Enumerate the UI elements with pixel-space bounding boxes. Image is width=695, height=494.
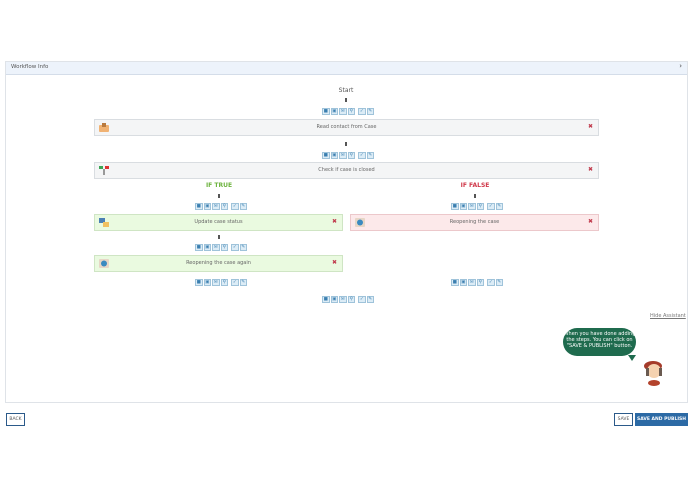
add-condition-icon[interactable]: ▣	[459, 203, 467, 210]
step-toolbar: ■ ▣ ✉ ⚲ ✓ ✎	[195, 244, 247, 251]
save-button[interactable]: SAVE	[614, 413, 633, 426]
add-step-icon[interactable]: ■	[322, 108, 330, 115]
check-icon[interactable]: ✓	[487, 279, 495, 286]
search-icon[interactable]: ⚲	[476, 279, 484, 286]
close-icon[interactable]: ✖	[587, 166, 593, 173]
panel-header[interactable]: Workflow Info ›	[6, 62, 687, 75]
connector-arrow	[345, 142, 347, 146]
step-toolbar: ■ ▣ ✉ ⚲ ✓ ✎	[322, 108, 374, 115]
start-label: Start	[338, 87, 354, 94]
mail-icon[interactable]: ✉	[468, 279, 476, 286]
connector-arrow	[474, 194, 476, 198]
add-condition-icon[interactable]: ▣	[203, 244, 211, 251]
search-icon[interactable]: ⚲	[220, 203, 228, 210]
add-step-icon[interactable]: ■	[195, 279, 203, 286]
step-toolbar: ■ ▣ ✉ ⚲ ✓ ✎	[195, 279, 247, 286]
mail-icon[interactable]: ✉	[212, 244, 220, 251]
condition-flags-icon	[99, 166, 109, 175]
add-step-icon[interactable]: ■	[322, 152, 330, 159]
check-icon[interactable]: ✓	[231, 203, 239, 210]
close-icon[interactable]: ✖	[331, 259, 337, 266]
add-step-icon[interactable]: ■	[195, 203, 203, 210]
reopen-icon	[355, 218, 365, 227]
workflow-step[interactable]: Check if case is closed ✖	[94, 162, 599, 179]
step-label: Read contact from Case	[316, 124, 377, 130]
step-toolbar: ■ ▣ ✉ ⚲ ✓ ✎	[322, 296, 374, 303]
edit-icon[interactable]: ✎	[239, 279, 247, 286]
assistant-avatar-icon	[644, 361, 662, 386]
close-icon[interactable]: ✖	[331, 218, 337, 225]
step-label: Update case status	[194, 219, 243, 225]
add-condition-icon[interactable]: ▣	[330, 296, 338, 303]
step-toolbar: ■ ▣ ✉ ⚲ ✓ ✎	[451, 279, 503, 286]
add-condition-icon[interactable]: ▣	[330, 152, 338, 159]
update-records-icon	[99, 218, 109, 227]
mail-icon[interactable]: ✉	[339, 296, 347, 303]
mail-icon[interactable]: ✉	[468, 203, 476, 210]
mail-icon[interactable]: ✉	[212, 279, 220, 286]
add-step-icon[interactable]: ■	[195, 244, 203, 251]
connector-arrow	[218, 194, 220, 198]
close-icon[interactable]: ✖	[587, 218, 593, 225]
panel-title: Workflow Info	[11, 64, 49, 70]
check-icon[interactable]: ✓	[358, 152, 366, 159]
reopen-icon	[99, 259, 109, 268]
check-icon[interactable]: ✓	[358, 296, 366, 303]
workflow-step-true[interactable]: Update case status ✖	[94, 214, 343, 231]
search-icon[interactable]: ⚲	[476, 203, 484, 210]
search-icon[interactable]: ⚲	[220, 244, 228, 251]
edit-icon[interactable]: ✎	[366, 296, 374, 303]
assistant-bubble: When you have done adding the steps. You…	[563, 328, 636, 356]
edit-icon[interactable]: ✎	[239, 203, 247, 210]
add-condition-icon[interactable]: ▣	[330, 108, 338, 115]
edit-icon[interactable]: ✎	[495, 279, 503, 286]
save-and-publish-button[interactable]: SAVE AND PUBLISH	[635, 413, 688, 426]
if-true-label: IF TRUE	[205, 182, 233, 189]
search-icon[interactable]: ⚲	[347, 152, 355, 159]
search-icon[interactable]: ⚲	[220, 279, 228, 286]
mail-icon[interactable]: ✉	[212, 203, 220, 210]
workflow-step-true[interactable]: Reopening the case again ✖	[94, 255, 343, 272]
check-icon[interactable]: ✓	[358, 108, 366, 115]
connector-arrow	[345, 98, 347, 102]
step-label: Check if case is closed	[318, 167, 375, 173]
edit-icon[interactable]: ✎	[495, 203, 503, 210]
edit-icon[interactable]: ✎	[366, 108, 374, 115]
search-icon[interactable]: ⚲	[347, 108, 355, 115]
back-button[interactable]: BACK	[6, 413, 25, 426]
edit-icon[interactable]: ✎	[239, 244, 247, 251]
bubble-tail	[628, 355, 636, 361]
search-icon[interactable]: ⚲	[347, 296, 355, 303]
edit-icon[interactable]: ✎	[366, 152, 374, 159]
add-step-icon[interactable]: ■	[451, 203, 459, 210]
add-condition-icon[interactable]: ▣	[203, 279, 211, 286]
step-label: Reopening the case again	[186, 260, 251, 266]
mail-icon[interactable]: ✉	[339, 108, 347, 115]
step-toolbar: ■ ▣ ✉ ⚲ ✓ ✎	[322, 152, 374, 159]
mail-icon[interactable]: ✉	[339, 152, 347, 159]
check-icon[interactable]: ✓	[487, 203, 495, 210]
connector-arrow	[218, 235, 220, 239]
add-step-icon[interactable]: ■	[322, 296, 330, 303]
step-toolbar: ■ ▣ ✉ ⚲ ✓ ✎	[195, 203, 247, 210]
workflow-step-false[interactable]: Reopening the case ✖	[350, 214, 599, 231]
chevron-right-icon[interactable]: ›	[679, 62, 682, 70]
check-icon[interactable]: ✓	[231, 279, 239, 286]
add-step-icon[interactable]: ■	[451, 279, 459, 286]
workflow-step[interactable]: Read contact from Case ✖	[94, 119, 599, 136]
add-condition-icon[interactable]: ▣	[203, 203, 211, 210]
workflow-info-panel: Workflow Info ›	[5, 61, 688, 403]
hide-assistant-link[interactable]: Hide Assistant	[650, 313, 686, 319]
step-label: Reopening the case	[449, 219, 500, 225]
step-toolbar: ■ ▣ ✉ ⚲ ✓ ✎	[451, 203, 503, 210]
if-false-label: IF FALSE	[460, 182, 490, 189]
add-condition-icon[interactable]: ▣	[459, 279, 467, 286]
database-folder-icon	[99, 123, 109, 132]
close-icon[interactable]: ✖	[587, 123, 593, 130]
check-icon[interactable]: ✓	[231, 244, 239, 251]
